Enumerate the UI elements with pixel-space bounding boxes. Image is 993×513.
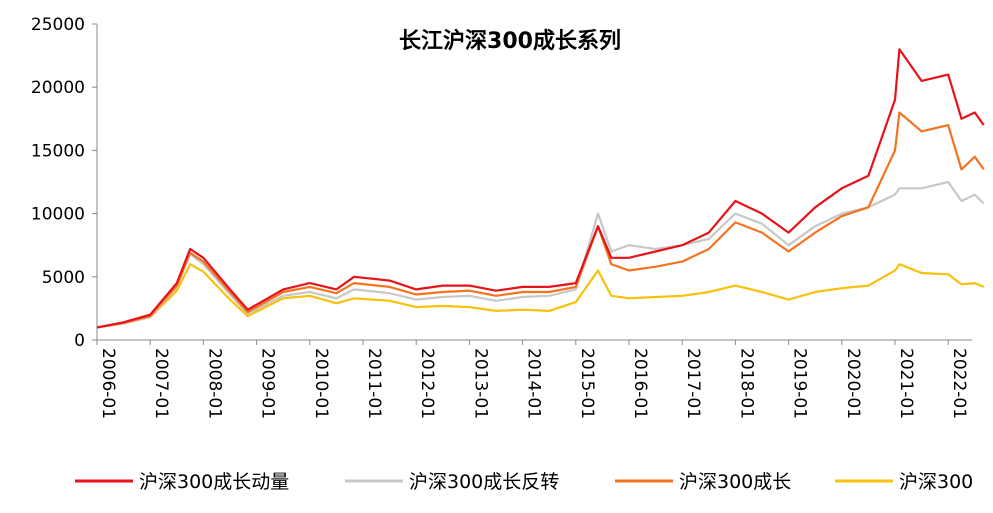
x-tick-label: 2015-01 <box>577 348 597 419</box>
series-line-3 <box>96 263 985 329</box>
x-tick-label: 2021-01 <box>896 348 916 419</box>
legend: 沪深300成长动量 沪深300成长反转 沪深300成长 沪深300 <box>75 471 973 493</box>
x-tick-label: 2008-01 <box>204 348 224 419</box>
x-tick-label: 2022-01 <box>949 348 969 419</box>
y-tick-label: 25000 <box>31 15 85 35</box>
legend-label: 沪深300 <box>899 471 973 493</box>
y-ticks: 0 5000 10000 15000 20000 25000 <box>31 15 97 351</box>
x-tick-label: 2011-01 <box>364 348 384 419</box>
x-tick-label: 2012-01 <box>417 348 437 419</box>
y-tick-label: 20000 <box>31 78 85 98</box>
x-tick-label: 2007-01 <box>151 348 171 419</box>
series-lines <box>96 48 985 329</box>
x-tick-label: 2018-01 <box>736 348 756 419</box>
y-tick-label: 15000 <box>31 141 85 161</box>
y-tick-label: 5000 <box>42 268 85 288</box>
series-line-0 <box>96 48 985 329</box>
x-tick-label: 2010-01 <box>311 348 331 419</box>
y-tick-label: 10000 <box>31 205 85 225</box>
series-line-2 <box>96 111 985 329</box>
chart-title: 长江沪深300成长系列 <box>399 28 621 54</box>
x-tick-label: 2013-01 <box>470 348 490 419</box>
x-tick-label: 2014-01 <box>524 348 544 419</box>
x-tick-label: 2009-01 <box>258 348 278 419</box>
x-tick-label: 2019-01 <box>790 348 810 419</box>
x-tick-label: 2006-01 <box>98 348 118 419</box>
legend-label: 沪深300成长动量 <box>139 471 289 493</box>
x-tick-label: 2020-01 <box>843 348 863 419</box>
x-tick-label: 2016-01 <box>630 348 650 419</box>
x-ticks: 2006-01 2007-01 2008-01 2009-01 2010-01 2011-… <box>96 340 969 419</box>
series-line-1 <box>96 180 985 329</box>
legend-label: 沪深300成长反转 <box>409 471 559 493</box>
x-tick-label: 2017-01 <box>683 348 703 419</box>
y-tick-label: 0 <box>74 331 85 351</box>
legend-label: 沪深300成长 <box>679 471 791 493</box>
